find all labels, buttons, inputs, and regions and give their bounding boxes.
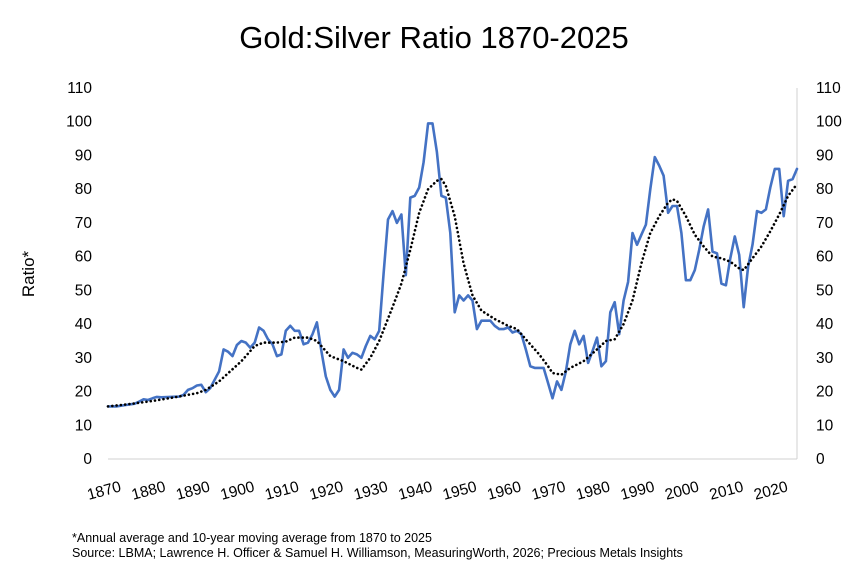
x-tick-label: 1940 — [396, 478, 434, 503]
y-tick-label: 10 — [75, 417, 93, 434]
y-tick-label-right: 80 — [816, 181, 834, 198]
y-tick-label-right: 20 — [816, 384, 834, 401]
x-tick-label: 1880 — [130, 478, 168, 503]
footnote: *Annual average and 10-year moving avera… — [72, 531, 432, 545]
x-tick-label: 1920 — [308, 478, 346, 503]
y-axis-label: Ratio* — [19, 250, 38, 297]
y-tick-label-right: 30 — [816, 350, 834, 367]
y-tick-label-right: 70 — [816, 215, 834, 232]
y-tick-label: 50 — [75, 282, 93, 299]
y-tick-label: 100 — [66, 114, 92, 131]
x-tick-label: 1970 — [530, 478, 568, 503]
y-tick-label-right: 50 — [816, 282, 834, 299]
y-tick-label: 20 — [75, 384, 93, 401]
x-tick-label: 2020 — [752, 478, 790, 503]
y-tick-label: 0 — [83, 451, 92, 468]
y-tick-label: 110 — [67, 80, 92, 97]
x-tick-label: 1980 — [574, 478, 612, 503]
y-tick-label: 60 — [75, 249, 93, 266]
y-tick-label-right: 100 — [816, 114, 842, 131]
x-tick-label: 2000 — [663, 478, 701, 503]
series-line-moving-average — [106, 177, 799, 408]
x-tick-label: 1950 — [441, 478, 479, 503]
y-tick-label: 30 — [75, 350, 93, 367]
y-tick-label-right: 60 — [816, 249, 834, 266]
y-tick-label-right: 40 — [816, 316, 834, 333]
x-tick-label: 1900 — [219, 478, 257, 503]
y-tick-label: 90 — [75, 147, 93, 164]
x-tick-label: 2010 — [708, 478, 746, 503]
x-tick-label: 1870 — [85, 478, 123, 503]
plot-area — [106, 122, 799, 408]
x-tick-label: 1910 — [263, 478, 301, 503]
series-line-annual — [106, 122, 799, 408]
y-tick-label-right: 90 — [816, 147, 834, 164]
y-tick-label: 70 — [75, 215, 93, 232]
chart-title: Gold:Silver Ratio 1870-2025 — [239, 20, 629, 55]
x-tick-label: 1890 — [174, 478, 212, 503]
x-tick-label: 1960 — [485, 478, 523, 503]
x-tick-label: 1990 — [619, 478, 657, 503]
source-note: Source: LBMA; Lawrence H. Officer & Samu… — [72, 546, 683, 560]
y-tick-label-right: 110 — [816, 80, 841, 97]
x-tick-label: 1930 — [352, 478, 390, 503]
y-tick-label: 40 — [75, 316, 93, 333]
y-tick-label-right: 0 — [816, 451, 825, 468]
y-tick-label-right: 10 — [816, 417, 834, 434]
y-tick-label: 80 — [75, 181, 93, 198]
